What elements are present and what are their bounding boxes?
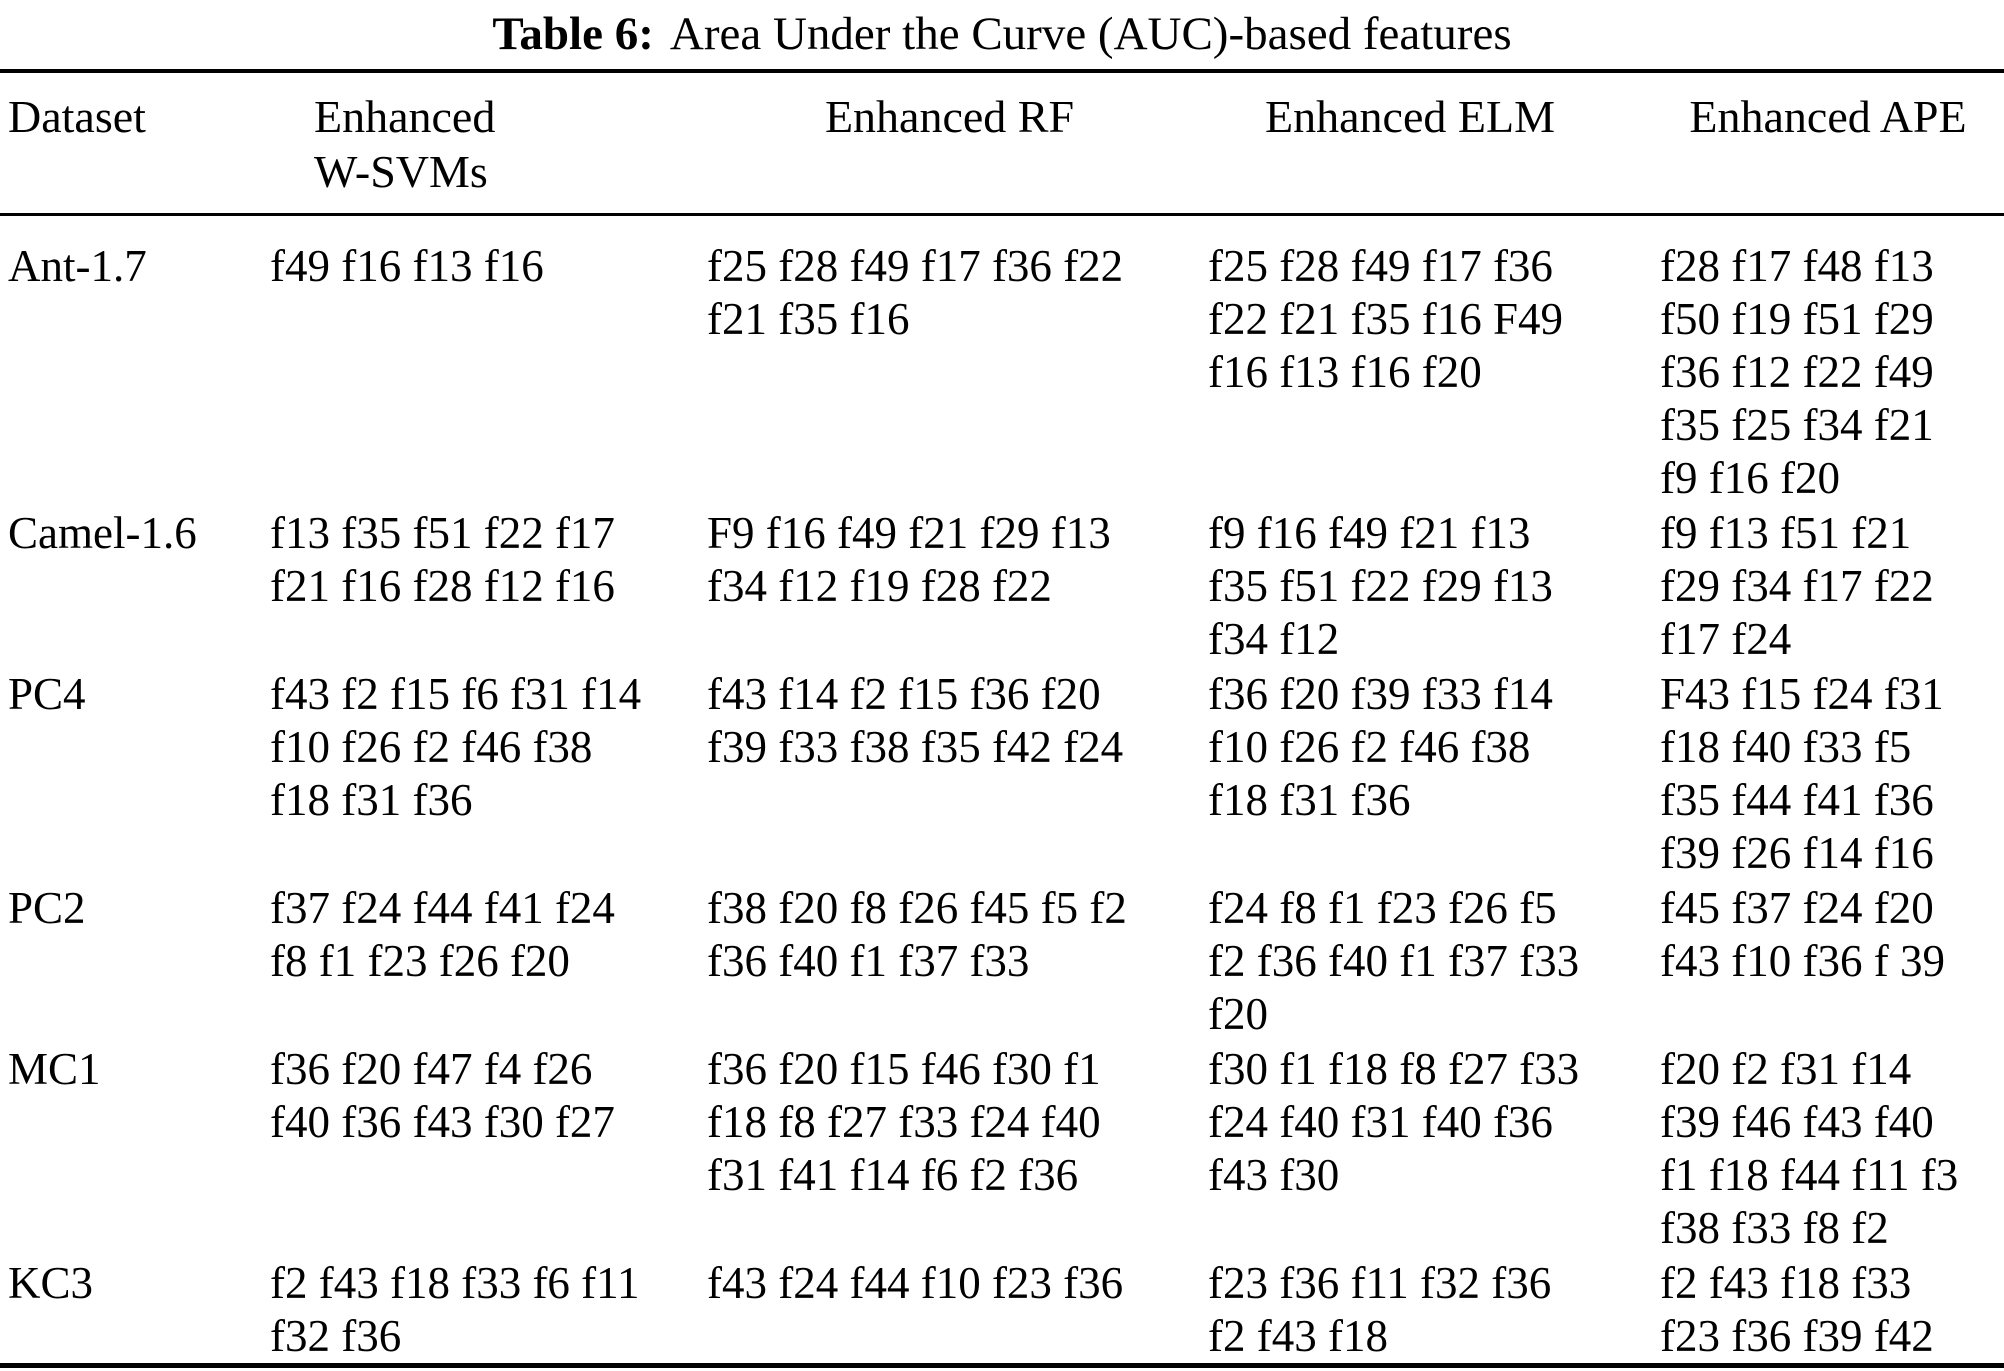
table-caption: Table 6: Area Under the Curve (AUC)-based… <box>0 6 2004 62</box>
features-wsvm: f13 f35 f51 f22 f17 f21 f16 f28 f12 f16 <box>270 508 615 611</box>
table-caption-text: Area Under the Curve (AUC)-based feature… <box>669 8 1512 60</box>
table-row-kc3: KC3 f2 f43 f18 f33 f6 f11 f32 f36 f43 f2… <box>0 1255 2004 1366</box>
dataset-label: MC1 <box>8 1044 101 1094</box>
features-ape: f9 f13 f51 f21 f29 f34 f17 f22 f17 f24 <box>1660 508 1934 664</box>
features-wsvm: f37 f24 f44 f41 f24 f8 f1 f23 f26 f20 <box>270 883 615 986</box>
features-rf: f43 f24 f44 f10 f23 f36 <box>707 1258 1124 1308</box>
features-elm: f25 f28 f49 f17 f36 f22 f21 f35 f16 F49 … <box>1208 241 1563 397</box>
features-rf: f25 f28 f49 f17 f36 f22 f21 f35 f16 <box>707 241 1124 344</box>
features-elm: f30 f1 f18 f8 f27 f33 f24 f40 f31 f40 f3… <box>1208 1044 1580 1200</box>
column-header-enhanced-wsvms: Enhanced W-SVMs <box>262 71 699 216</box>
table-row-mc1: MC1 f36 f20 f47 f4 f26 f40 f36 f43 f30 f… <box>0 1041 2004 1255</box>
table-row-pc2: PC2 f37 f24 f44 f41 f24 f8 f1 f23 f26 f2… <box>0 880 2004 1041</box>
dataset-label: PC2 <box>8 883 86 933</box>
features-ape: f28 f17 f48 f13 f50 f19 f51 f29 f36 f12 … <box>1660 241 1934 503</box>
auc-features-table: Dataset Enhanced W-SVMs Enhanced RF Enha… <box>0 69 2004 1368</box>
features-wsvm: f43 f2 f15 f6 f31 f14 f10 f26 f2 f46 f38… <box>270 669 642 825</box>
features-wsvm: f49 f16 f13 f16 <box>270 241 544 291</box>
column-header-enhanced-ape: Enhanced APE <box>1652 71 2004 216</box>
column-header-enhanced-elm: Enhanced ELM <box>1200 71 1652 216</box>
table-body: Ant-1.7 f49 f16 f13 f16 f25 f28 f49 f17 … <box>0 215 2004 1366</box>
features-wsvm: f2 f43 f18 f33 f6 f11 f32 f36 <box>270 1258 640 1361</box>
features-ape: F43 f15 f24 f31 f18 f40 f33 f5 f35 f44 f… <box>1660 669 1944 878</box>
dataset-label: Ant-1.7 <box>8 241 147 291</box>
column-header-dataset: Dataset <box>0 71 262 216</box>
dataset-label: KC3 <box>8 1258 94 1308</box>
features-rf: F9 f16 f49 f21 f29 f13 f34 f12 f19 f28 f… <box>707 508 1111 611</box>
table-header: Dataset Enhanced W-SVMs Enhanced RF Enha… <box>0 71 2004 216</box>
features-ape: f20 f2 f31 f14 f39 f46 f43 f40 f1 f18 f4… <box>1660 1044 1959 1253</box>
dataset-label: PC4 <box>8 669 86 719</box>
features-ape: f45 f37 f24 f20 f43 f10 f36 f 39 <box>1660 883 1945 986</box>
features-elm: f36 f20 f39 f33 f14 f10 f26 f2 f46 f38 f… <box>1208 669 1553 825</box>
dataset-label: Camel-1.6 <box>8 508 197 558</box>
features-elm: f9 f16 f49 f21 f13 f35 f51 f22 f29 f13 f… <box>1208 508 1553 664</box>
column-header-enhanced-rf: Enhanced RF <box>699 71 1200 216</box>
table-row-pc4: PC4 f43 f2 f15 f6 f31 f14 f10 f26 f2 f46… <box>0 666 2004 880</box>
table-caption-label: Table 6: <box>492 8 654 60</box>
features-ape: f2 f43 f18 f33 f23 f36 f39 f42 <box>1660 1258 1934 1361</box>
features-rf: f43 f14 f2 f15 f36 f20 f39 f33 f38 f35 f… <box>707 669 1124 772</box>
table-row-camel-1-6: Camel-1.6 f13 f35 f51 f22 f17 f21 f16 f2… <box>0 505 2004 666</box>
table-row-ant-1-7: Ant-1.7 f49 f16 f13 f16 f25 f28 f49 f17 … <box>0 215 2004 506</box>
features-elm: f23 f36 f11 f32 f36 f2 f43 f18 <box>1208 1258 1552 1361</box>
features-elm: f24 f8 f1 f23 f26 f5 f2 f36 f40 f1 f37 f… <box>1208 883 1580 1039</box>
features-rf: f36 f20 f15 f46 f30 f1 f18 f8 f27 f33 f2… <box>707 1044 1101 1200</box>
features-wsvm: f36 f20 f47 f4 f26 f40 f36 f43 f30 f27 <box>270 1044 615 1147</box>
features-rf: f38 f20 f8 f26 f45 f5 f2 f36 f40 f1 f37 … <box>707 883 1127 986</box>
header-row: Dataset Enhanced W-SVMs Enhanced RF Enha… <box>0 71 2004 216</box>
